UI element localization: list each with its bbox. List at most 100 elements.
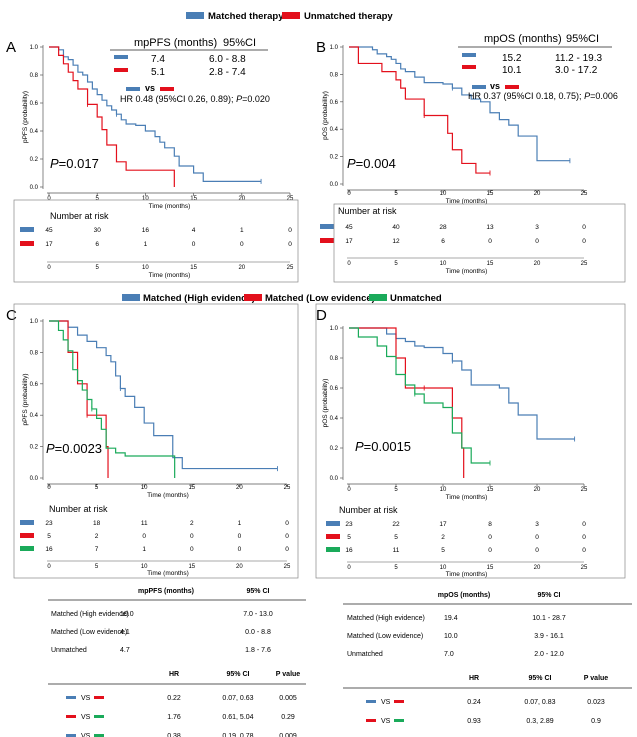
risk-count: 23 [345,521,353,528]
risk-count: 0 [288,227,292,234]
ci-matched: 6.0 - 8.8 [209,54,246,65]
legend-swatch-unmatched [282,12,300,19]
risk-count: 5 [394,534,398,541]
risk-count: 1 [240,227,244,234]
hr-head: 95% CI [227,671,250,678]
median-matched: 15.2 [502,53,522,64]
x-tick-label: 25 [581,191,588,197]
risk-count: 7 [95,546,99,553]
hr-value: 0.3, 2.89 [526,718,553,725]
x-axis-label: Time (months) [149,203,191,210]
risk-count: 0 [285,533,289,540]
risk-count: 0 [582,521,586,528]
table-head: mpOS (months) [484,33,562,45]
table-median: 4.7 [120,647,130,654]
risk-count: 17 [345,238,353,245]
x-tick-label: 20 [238,196,245,202]
median-matched: 7.4 [151,54,165,65]
panel-letter: D [316,307,327,324]
table-median: 10.0 [444,633,458,640]
risk-count: 0 [238,533,242,540]
row-swatch-matched [462,53,476,57]
risk-count: 11 [393,547,400,554]
summary-table-d: mpOS (months) 95% CI Matched (High evidenc… [343,592,632,725]
risk-count: 1 [142,546,146,553]
hr-vs: VS [81,695,91,702]
risk-row-swatch [326,534,340,539]
table-head: mpPFS (months) [134,37,217,49]
x-tick-label: 5 [96,196,100,202]
table-row-label: Matched (Low evidence) [347,633,423,640]
risk-tick-label: 25 [581,261,588,267]
y-tick-label: 0.4 [330,416,339,422]
hr-swatch-right [394,700,404,703]
y-tick-label: 0.6 [330,100,339,106]
table-row-label: Matched (High evidence) [51,611,129,618]
risk-tick-label: 15 [487,565,494,571]
legend-top: Matched therapy Unmatched therapy [186,11,393,22]
table-ci: 7.0 - 13.0 [243,611,273,618]
risk-count: 12 [392,238,400,245]
hr-swatch-left [366,719,376,722]
hr-value: 0.38 [167,733,181,737]
km-curve-second [349,327,465,478]
y-tick-label: 0.2 [330,446,339,452]
km-plot-d: 0.0 0.2 0.4 0.6 0.8 1.0 0 5 10 15 20 25 Time (months… [322,326,588,501]
y-axis-label: pPFS (probability) [22,373,29,425]
x-tick-label: 0 [47,485,51,491]
y-tick-label: 0.6 [30,382,39,388]
legend-label-matched: Matched therapy [208,11,284,22]
risk-tick-label: 20 [236,564,243,570]
risk-count: 0 [488,547,492,554]
panel-frame [13,303,299,579]
row-swatch-matched [114,55,128,59]
row-swatch-unmatched [114,68,128,72]
y-tick-label: 0.0 [330,476,339,482]
summary-table-c: mpPFS (months) 95% CI Matched (High eviden… [48,588,306,737]
y-tick-label: 0.2 [330,155,339,161]
panel-letter: B [316,39,326,56]
risk-count: 28 [439,224,447,231]
risk-tick-label: 0 [347,565,351,571]
legend-swatch-matched [186,12,204,19]
hr-swatch-right [94,696,104,699]
risk-tick-label: 15 [190,265,197,271]
km-curve-second [349,46,490,174]
risk-count: 0 [582,534,586,541]
hr-head: P value [276,671,300,678]
table-row-label: Unmatched [51,647,87,654]
legend-mid: Matched (High evidence) Matched (Low evi… [122,293,442,304]
legend-swatch-none [369,294,387,301]
x-tick-label: 25 [284,485,291,491]
risk-row-swatch [20,533,34,538]
risk-count: 8 [488,521,492,528]
risk-tick-label: 25 [287,265,294,271]
hr-swatch-left [66,734,76,737]
risk-count: 5 [47,533,51,540]
x-tick-label: 20 [534,487,541,493]
legend-label-none: Unmatched [390,293,442,304]
risk-count: 11 [141,520,148,527]
hr-value: 0.93 [467,718,481,725]
hr-value: 0.61, 5.04 [222,714,253,721]
risk-count: 40 [392,224,400,231]
risk-tick-label: 5 [95,564,99,570]
hr-vs: VS [81,714,91,721]
x-tick-label: 15 [190,196,197,202]
risk-count: 5 [441,547,445,554]
y-axis-label: pPFS (probability) [22,91,29,143]
y-axis-label: pOS (probability) [322,91,329,140]
risk-count: 3 [535,224,539,231]
row-swatch-unmatched [462,65,476,69]
table-ci: 10.1 - 28.7 [532,615,566,622]
p-value: P=0.0015 [355,439,411,454]
panel-frame [315,303,626,579]
table-row-label: Matched (Low evidence) [51,629,127,636]
y-tick-label: 0.2 [30,157,39,163]
risk-count: 0 [488,238,492,245]
hr-value: 0.07, 0.63 [222,695,253,702]
x-tick-label: 10 [141,485,148,491]
risk-count: 13 [486,224,494,231]
hr-swatch-right [94,734,104,737]
